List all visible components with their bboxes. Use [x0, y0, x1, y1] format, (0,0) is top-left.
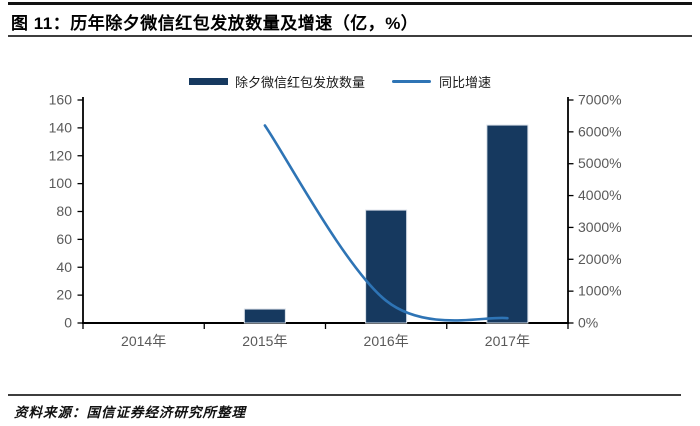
- x-axis-category-label: 2017年: [485, 333, 530, 349]
- right-axis-tick-label: 5000%: [578, 155, 622, 171]
- title-divider-rule: [8, 35, 692, 37]
- right-axis-tick-label: 6000%: [578, 123, 622, 139]
- right-axis-tick-label: 2000%: [578, 251, 622, 267]
- left-axis-tick-label: 80: [56, 203, 72, 219]
- right-axis-tick-label: 3000%: [578, 219, 622, 235]
- x-axis-category-label: 2014年: [121, 333, 166, 349]
- bar-2015年: [243, 308, 286, 324]
- left-axis-tick-label: 60: [56, 231, 72, 247]
- source-note: 资料来源：国信证券经济研究所整理: [14, 405, 246, 421]
- left-axis-tick-label: 20: [56, 287, 72, 303]
- bar-series-label: 除夕微信红包发放数量: [235, 74, 366, 90]
- right-axis-tick-label: 4000%: [578, 187, 622, 203]
- bar-2016年: [365, 209, 408, 324]
- left-axis-tick-label: 120: [49, 147, 73, 163]
- left-axis-tick-label: 100: [49, 175, 73, 191]
- x-axis-category-label: 2015年: [242, 333, 287, 349]
- right-axis-tick-label: 0%: [578, 315, 598, 331]
- right-axis-tick-label: 1000%: [578, 283, 622, 299]
- bar-2017年: [486, 124, 529, 324]
- line-series-swatch: [392, 79, 432, 83]
- x-axis-category-label: 2016年: [364, 333, 409, 349]
- right-axis-tick-label: 7000%: [578, 92, 622, 108]
- figure-title: 图 11：历年除夕微信红包发放数量及增速（亿，%）: [11, 14, 419, 33]
- source-divider-rule: [8, 394, 681, 396]
- left-axis-tick-label: 40: [56, 259, 72, 275]
- bar-series-swatch: [189, 77, 228, 85]
- growth-rate-line: [263, 124, 509, 322]
- top-border-rule: [8, 2, 692, 5]
- chart-legend: 除夕微信红包发放数量 同比增速: [189, 72, 491, 90]
- line-series-label: 同比增速: [439, 74, 492, 90]
- left-axis-tick-label: 140: [49, 119, 73, 135]
- left-axis-tick-label: 0: [64, 315, 72, 331]
- left-axis-tick-label: 160: [49, 92, 73, 108]
